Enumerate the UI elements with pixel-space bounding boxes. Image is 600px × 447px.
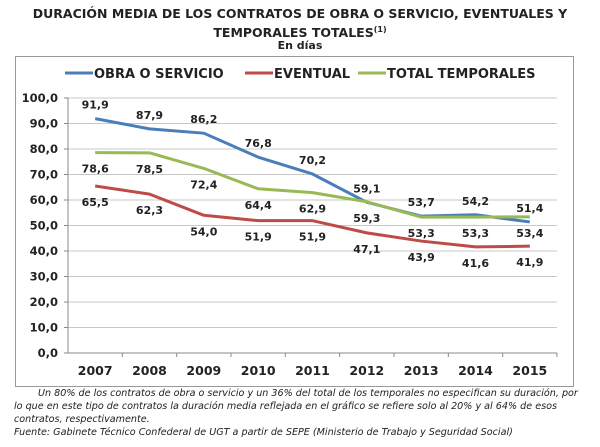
data-label: 72,4: [190, 178, 217, 191]
chart-frame: [15, 56, 574, 387]
y-tick-label: 0,0: [38, 346, 58, 360]
y-tick-label: 100,0: [22, 91, 58, 105]
source-note: Fuente: Gabinete Técnico Confederal de U…: [14, 427, 513, 438]
data-label: 47,1: [353, 243, 380, 256]
data-label: 59,3: [353, 212, 380, 225]
legend-label: TOTAL TEMPORALES: [387, 67, 536, 82]
series-line-0: [94, 117, 531, 224]
data-label: 53,3: [408, 227, 435, 240]
y-tick-label: 70,0: [30, 168, 58, 182]
title-text: DURACIÓN MEDIA DE LOS CONTRATOS DE OBRA …: [32, 6, 568, 41]
legend-label: OBRA O SERVICIO: [94, 67, 224, 82]
y-tick-label: 90,0: [30, 117, 58, 131]
y-tick-label: 80,0: [30, 142, 58, 156]
y-tick-label: 40,0: [30, 244, 58, 258]
y-tick-label: 50,0: [30, 219, 58, 233]
chart-subtitle: En días: [277, 39, 323, 52]
data-label: 78,5: [136, 163, 163, 176]
data-label: 86,2: [190, 113, 217, 126]
x-tick-label: 2007: [78, 363, 113, 378]
series-line-1: [94, 184, 530, 249]
data-label: 59,1: [353, 182, 380, 195]
y-tick-label: 20,0: [30, 295, 58, 309]
data-label: 76,8: [245, 137, 272, 150]
x-tick-label: 2012: [349, 363, 384, 378]
x-tick-label: 2009: [186, 363, 221, 378]
y-tick-label: 30,0: [30, 270, 58, 284]
footnote: Un 80% de los contratos de obra o servic…: [14, 388, 578, 425]
series-line-2: [95, 151, 530, 219]
data-label: 43,9: [408, 251, 435, 264]
data-label: 78,6: [82, 163, 109, 176]
data-label: 41,6: [462, 257, 489, 270]
data-label: 54,0: [190, 225, 217, 238]
data-label: 51,9: [299, 231, 326, 244]
x-tick-label: 2010: [241, 363, 276, 378]
chart-title: DURACIÓN MEDIA DE LOS CONTRATOS DE OBRA …: [0, 6, 600, 41]
x-tick-label: 2014: [458, 363, 493, 378]
x-tick-label: 2008: [132, 363, 167, 378]
data-label: 70,2: [299, 154, 326, 167]
data-label: 53,7: [408, 196, 435, 209]
data-label: 62,3: [136, 204, 163, 217]
data-label: 65,5: [82, 196, 109, 209]
x-tick-label: 2015: [512, 363, 547, 378]
data-label: 51,9: [245, 231, 272, 244]
data-label: 64,4: [245, 199, 272, 212]
y-tick-label: 60,0: [30, 193, 58, 207]
x-tick-label: 2013: [404, 363, 439, 378]
data-label: 62,9: [299, 203, 326, 216]
data-label: 41,9: [516, 256, 543, 269]
title-footnote-mark: (1): [373, 25, 387, 34]
data-label: 53,4: [516, 227, 543, 240]
legend-label: EVENTUAL: [274, 67, 350, 82]
data-label: 51,4: [516, 202, 543, 215]
data-label: 53,3: [462, 227, 489, 240]
x-tick-label: 2011: [295, 363, 330, 378]
data-label: 91,9: [82, 99, 109, 112]
data-label: 54,2: [462, 195, 489, 208]
data-label: 87,9: [136, 109, 163, 122]
y-tick-label: 10,0: [30, 321, 58, 335]
